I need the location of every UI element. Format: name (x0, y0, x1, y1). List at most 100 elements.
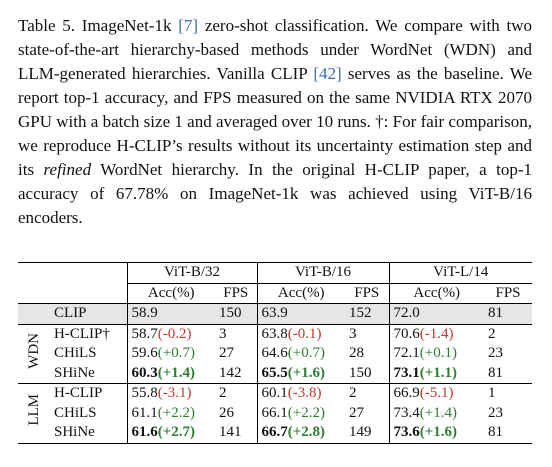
acc-delta: (-0.2) (157, 325, 192, 342)
method-cell: CLIP (50, 303, 128, 324)
acc-delta: (+1.4) (157, 364, 196, 381)
acc-delta: (+1.1) (419, 364, 458, 381)
caption-text: Table 5. ImageNet-1k (18, 16, 179, 35)
section-label: WDN (25, 332, 42, 369)
citation[interactable]: [7] (178, 16, 199, 35)
acc-cell: 72.0 (388, 303, 484, 324)
acc-delta: (+2.2) (287, 404, 325, 421)
acc-delta: (+1.4) (419, 404, 457, 421)
acc-group: 64.6(+0.7) (262, 345, 325, 361)
subheader: Acc(%) (147, 284, 195, 301)
acc-cell: 63.9 (256, 303, 345, 324)
acc-value: 63.8 (261, 325, 288, 342)
acc-group: 72.0 (394, 305, 420, 321)
acc-value: 61.1 (131, 404, 158, 421)
fps-cell: 3 (349, 325, 357, 342)
acc-delta: (+1.6) (419, 424, 458, 441)
acc-value: 73.6 (393, 424, 420, 441)
acc-group: 58.9 (132, 305, 158, 321)
fps-cell: 28 (349, 345, 364, 362)
acc-value: 59.6 (131, 345, 158, 362)
fps-cell: 23 (488, 345, 503, 362)
acc-delta: (-3.8) (287, 385, 322, 402)
acc-cell: 58.7(-0.2) (127, 324, 215, 344)
fps-cell: 81 (484, 303, 532, 324)
acc-value: 73.1 (393, 364, 420, 381)
acc-group: 73.4(+1.4) (394, 405, 457, 421)
acc-value: 60.3 (131, 364, 158, 381)
fps-cell: 27 (349, 404, 364, 421)
blank-cell (50, 262, 128, 283)
acc-delta: (+1.6) (287, 364, 326, 381)
fps-cell: 150 (349, 364, 372, 381)
acc-cell: 70.6(-1.4) (388, 324, 484, 344)
data-row: CHiLS 59.6(+0.7) 27 64.6(+0.7) 28 72.1(+0.1) 2… (18, 344, 532, 364)
caption-text: zero-shot classification. We compare wit… (18, 16, 532, 83)
section-label: LLM (25, 394, 42, 427)
acc-group: 61.6(+2.7) (132, 424, 196, 440)
blank-cell (18, 303, 50, 324)
fps-cell: 2 (219, 385, 227, 402)
fps-cell: 27 (219, 345, 234, 362)
acc-group: 65.5(+1.6) (262, 365, 326, 381)
acc-cell: 60.1(-3.8) (256, 383, 345, 404)
header-row: ViT-B/32 ViT-B/16 ViT-L/14 (18, 262, 532, 284)
group-header: ViT-B/16 (256, 262, 389, 284)
acc-group: 60.1(-3.8) (262, 385, 322, 401)
acc-group: 59.6(+0.7) (132, 345, 195, 361)
acc-cell: 63.8(-0.1) (256, 324, 345, 344)
results-table: ViT-B/32 ViT-B/16 ViT-L/14 Acc(%) FPS Acc(%) F… (18, 262, 532, 444)
method-cell: SHiNe (50, 363, 128, 384)
method-cell: CHiLS (50, 403, 128, 423)
acc-cell: 72.1(+0.1) (388, 344, 484, 364)
blank-cell (50, 283, 128, 304)
acc-cell: 65.5(+1.6) (256, 363, 345, 384)
acc-group: 66.1(+2.2) (262, 405, 325, 421)
acc-value: 73.4 (393, 404, 420, 421)
section-label-cell: LLM (18, 384, 50, 444)
acc-cell: 60.3(+1.4) (127, 364, 215, 384)
acc-value: 70.6 (393, 325, 420, 342)
acc-group: 73.6(+1.6) (394, 424, 458, 440)
data-row: LLM H-CLIP 55.8(-3.1) 2 60.1(-3.8) 2 66.9(-5.1… (18, 383, 532, 426)
acc-value: 63.9 (261, 305, 288, 322)
acc-delta: (+2.8) (287, 424, 326, 441)
caption: Table 5. ImageNet-1k [7] zero-shot class… (18, 14, 532, 230)
acc-cell: 61.1(+2.2) (127, 404, 215, 424)
acc-group: 60.3(+1.4) (132, 365, 196, 381)
group-header: ViT-L/14 (388, 262, 532, 284)
acc-delta: (+0.1) (419, 345, 457, 362)
group-header: ViT-B/32 (127, 262, 257, 284)
citation[interactable]: [42] (313, 64, 342, 83)
blank-cell (18, 263, 50, 284)
acc-group: 66.7(+2.8) (262, 424, 326, 440)
acc-delta: (-3.1) (157, 385, 192, 402)
fps-cell: 142 (219, 364, 242, 381)
subheader: Acc(%) (388, 283, 484, 304)
acc-group: 72.1(+0.1) (394, 345, 457, 361)
fps-cell: 23 (488, 404, 503, 421)
acc-value: 66.7 (261, 424, 288, 441)
acc-cell: 59.6(+0.7) (127, 344, 215, 364)
acc-cell: 66.9(-5.1) (388, 383, 484, 404)
acc-value: 72.1 (393, 345, 420, 362)
acc-cell: 64.6(+0.7) (256, 344, 345, 364)
fps-cell: 81 (488, 424, 503, 441)
fps-cell: 3 (219, 325, 227, 342)
acc-value: 64.6 (261, 345, 288, 362)
caption-text: WordNet hierarchy. In the original H-CLI… (18, 160, 532, 227)
acc-value: 58.7 (131, 325, 158, 342)
subheader-row: Acc(%) FPS Acc(%) FPS Acc(%) FPS (18, 283, 532, 304)
fps-cell: 2 (349, 385, 357, 402)
fps-cell: 149 (349, 424, 372, 441)
acc-group: 70.6(-1.4) (394, 326, 454, 342)
acc-delta: (+2.2) (157, 404, 195, 421)
acc-value: 61.6 (131, 424, 158, 441)
acc-cell: 61.6(+2.7) (127, 423, 215, 443)
subheader: Acc(%) (256, 283, 345, 304)
fps-cell: 152 (345, 303, 389, 324)
fps-cell: 1 (488, 385, 496, 402)
subheader: FPS (495, 284, 521, 301)
acc-value: 72.0 (393, 305, 420, 322)
